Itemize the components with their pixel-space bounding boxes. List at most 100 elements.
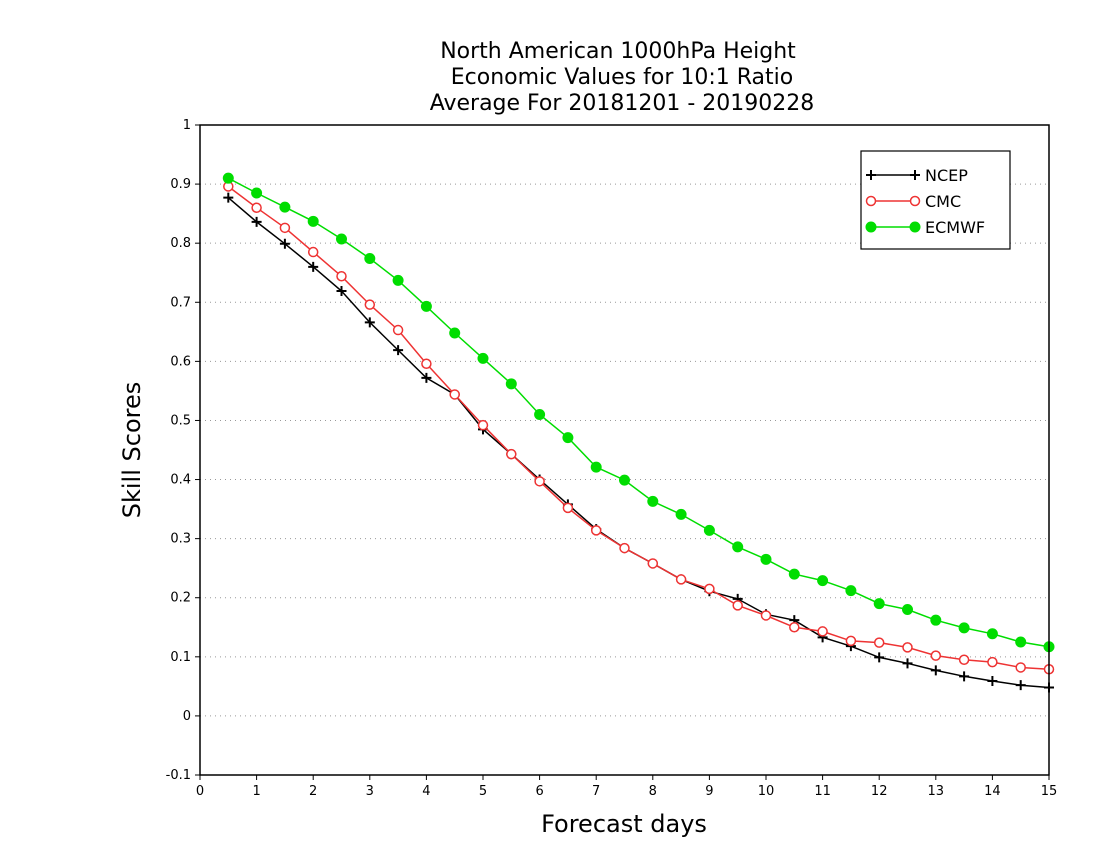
ecmwf-point: [534, 409, 546, 421]
ecmwf-point: [986, 628, 998, 640]
cmc-point: [760, 610, 772, 621]
cmc-point: [675, 574, 687, 585]
x-axis-label: Forecast days: [541, 810, 707, 838]
y-tick-label: 0.7: [170, 295, 191, 310]
ecmwf-point: [336, 233, 347, 245]
ecmwf-point: [364, 253, 376, 265]
ncep-point: [930, 665, 941, 676]
legend-label-ecmwf: ECMWF: [925, 218, 985, 237]
y-axis-label: Skill Scores: [118, 382, 146, 519]
cmc-point: [392, 324, 404, 336]
legend-item-ecmwf: ECMWF: [865, 218, 985, 237]
chart-title-line-2: Economic Values for 10:1 Ratio: [451, 65, 793, 90]
cmc-point: [817, 626, 828, 637]
x-tick-label: 11: [814, 784, 831, 799]
plot-frame: [199, 124, 1050, 776]
series-cmc: [223, 181, 1055, 675]
ecmwf-point: [392, 274, 404, 286]
chart-title-line-3: Average For 20181201 - 20190228: [430, 91, 815, 116]
legend-marker: [909, 221, 921, 233]
ncep-point: [421, 372, 432, 383]
y-tick-label: 0: [183, 709, 191, 724]
cmc-point: [987, 656, 998, 668]
ncep-point: [364, 317, 375, 328]
ncep-point: [959, 671, 970, 682]
y-tick-label: 0.3: [170, 532, 191, 547]
ncep-point: [902, 658, 913, 669]
ncep-line: [227, 197, 1050, 689]
ecmwf-point: [619, 474, 630, 486]
ecmwf-point: [279, 201, 291, 213]
x-tick-label: 4: [422, 784, 430, 799]
x-tick-label: 14: [984, 784, 1001, 799]
ecmwf-point: [845, 585, 857, 597]
cmc-point: [279, 222, 291, 234]
x-tick-label: 0: [196, 784, 204, 799]
ecmwf-point: [675, 508, 687, 520]
ecmwf-point: [307, 215, 319, 227]
ncep-point: [336, 286, 347, 297]
chart-title-line-1: North American 1000hPa Height: [440, 39, 796, 64]
ecmwf-point: [647, 495, 659, 507]
ncep-point: [308, 261, 319, 272]
x-tick-label: 2: [309, 784, 317, 799]
legend-marker: [910, 170, 920, 180]
ncep-point: [1015, 680, 1026, 691]
x-tick-label: 6: [535, 784, 543, 799]
ncep-point: [251, 216, 262, 227]
ecmwf-point: [958, 622, 970, 634]
cmc-point: [873, 637, 885, 648]
ecmwf-point: [788, 568, 800, 580]
x-tick-label: 13: [928, 784, 945, 799]
cmc-point: [506, 448, 517, 460]
ecmwf-point: [732, 541, 744, 553]
y-tick-label: 0.4: [170, 473, 191, 488]
cmc-point: [477, 419, 489, 431]
cmc-point: [421, 358, 432, 369]
cmc-point: [534, 476, 545, 487]
legend-marker: [909, 195, 921, 207]
cmc-point: [958, 654, 970, 666]
cmc-point: [1015, 662, 1026, 673]
x-tick-label: 5: [479, 784, 487, 799]
cmc-point: [930, 650, 942, 661]
legend-marker: [865, 221, 877, 233]
series-layer: [222, 172, 1055, 693]
cmc-point: [704, 583, 715, 595]
legend-box: [860, 150, 1011, 250]
ecmwf-point: [222, 172, 234, 184]
ecmwf-point: [420, 300, 432, 312]
cmc-point: [590, 525, 602, 536]
ncep-point: [393, 345, 404, 356]
legend: NCEP CMC ECMWF: [860, 150, 1011, 250]
ecmwf-point: [703, 524, 715, 536]
ncep-point: [223, 192, 234, 203]
y-tick-label: 0.5: [170, 413, 191, 428]
x-tick-label: 1: [252, 784, 260, 799]
cmc-point: [251, 202, 262, 213]
ecmwf-point: [251, 187, 263, 199]
x-tick-label: 10: [758, 784, 775, 799]
ncep-point: [279, 238, 290, 249]
cmc-point: [336, 271, 347, 282]
ecmwf-point: [930, 614, 942, 626]
x-tick-label: 12: [871, 784, 888, 799]
y-tick-label: 0.6: [170, 354, 191, 369]
ecmwf-point: [760, 553, 772, 565]
y-tick-label: 1: [183, 118, 191, 133]
legend-marker: [866, 170, 876, 180]
cmc-point: [619, 542, 630, 554]
cmc-point: [902, 642, 913, 653]
ncep-point: [874, 652, 885, 663]
cmc-point: [364, 299, 376, 310]
ecmwf-point: [505, 378, 517, 390]
cmc-point: [845, 635, 857, 647]
y-tick-label: 0.8: [170, 236, 191, 251]
y-tick-label: -0.1: [166, 768, 191, 783]
ecmwf-point: [449, 327, 461, 339]
cmc-point: [449, 389, 460, 400]
ecmwf-point: [902, 604, 913, 616]
cmc-line: [227, 185, 1050, 670]
y-tick-label: 0.9: [170, 177, 191, 192]
